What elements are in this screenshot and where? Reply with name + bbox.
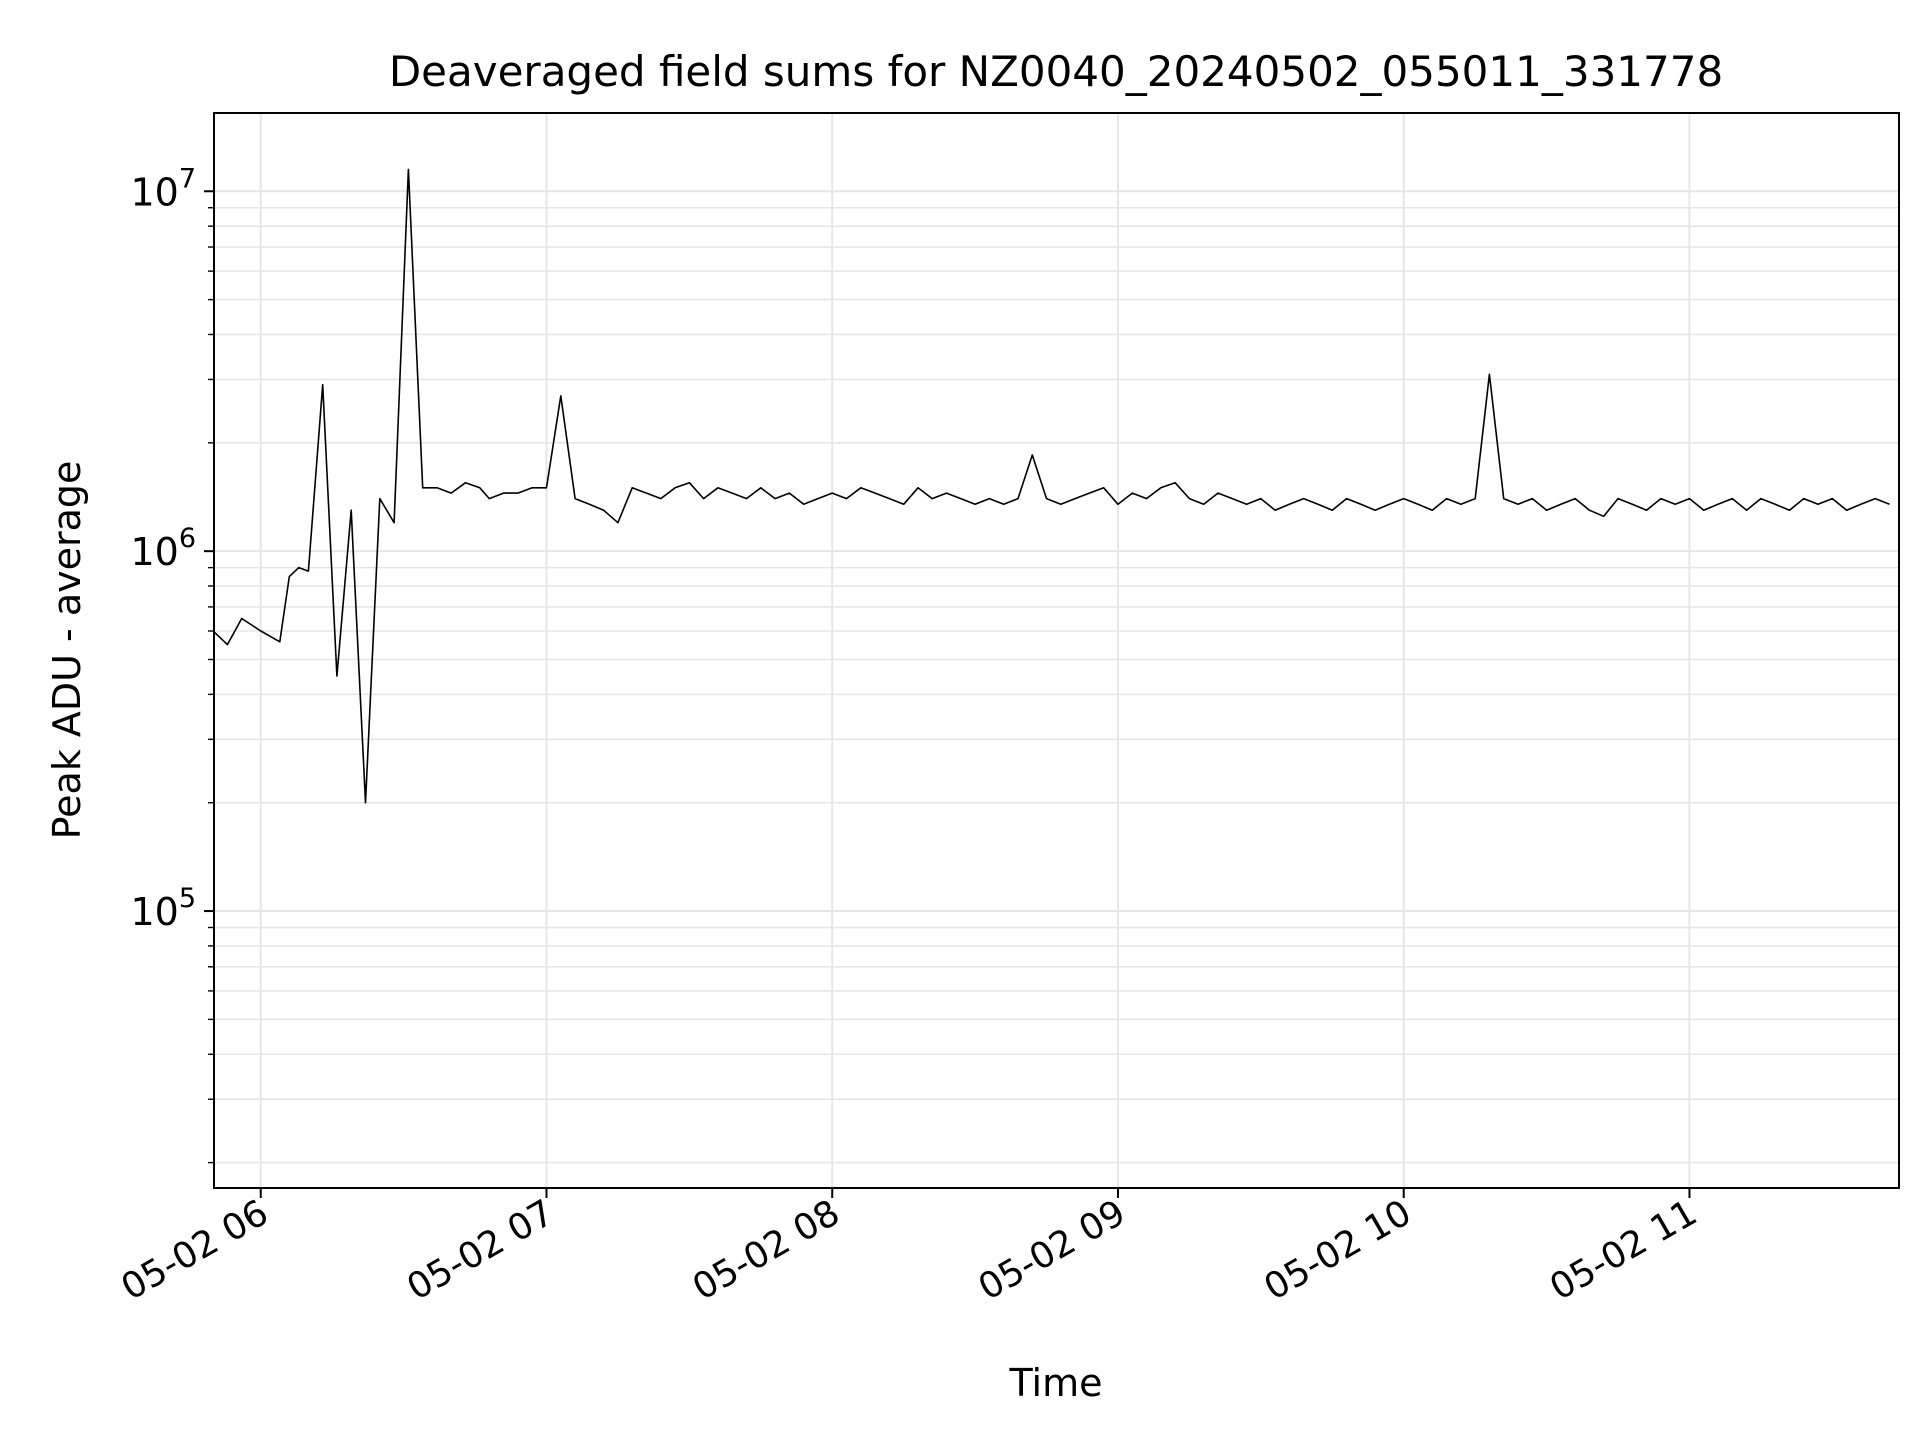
y-tick-label: 105 [130, 883, 196, 934]
y-axis-label: Peak ADU - average [45, 461, 89, 840]
y-tick-label: 106 [130, 523, 196, 574]
plot-frame [213, 112, 1900, 1189]
y-axis: 105 106 107 [130, 163, 214, 1164]
grid [214, 113, 1899, 1188]
series-layer [214, 168, 1890, 804]
series-line [214, 168, 1890, 804]
x-axis-label: Time [1009, 1361, 1103, 1405]
chart-title: Deaveraged field sums for NZ0040_2024050… [389, 47, 1723, 96]
y-tick-label: 107 [130, 163, 196, 214]
